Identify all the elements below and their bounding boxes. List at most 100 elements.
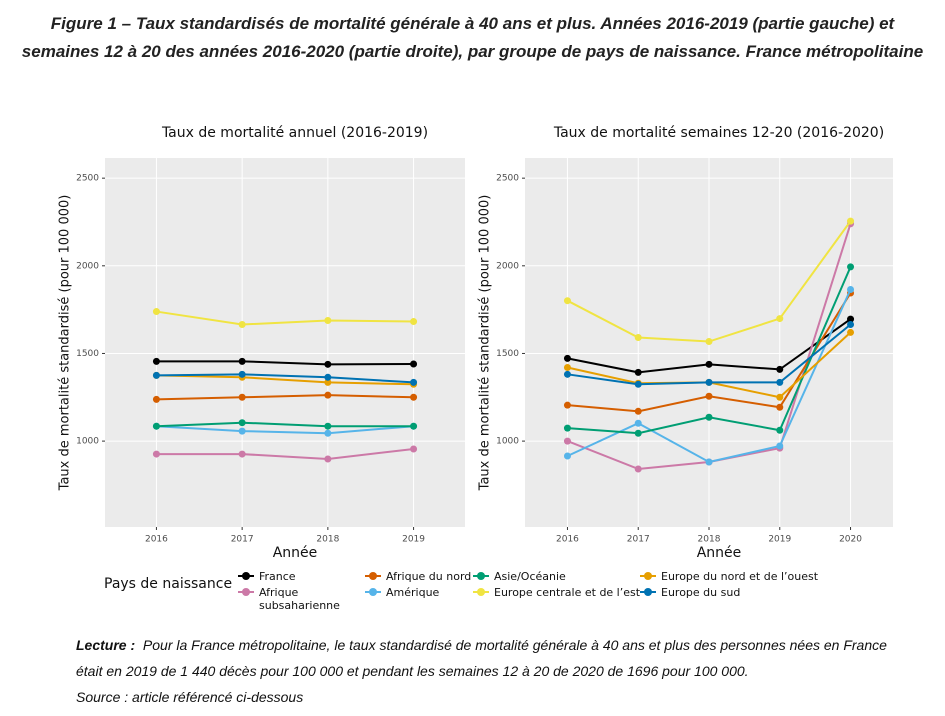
data-point [324,378,332,386]
x-axis-label: Année [697,545,742,561]
note-text: Pour la France métropolitaine, le taux s… [76,637,887,679]
legend-item: Europe du sud [640,586,740,599]
legend-label: Amérique [386,586,440,599]
note-label: Lecture : [76,637,136,653]
x-tick-label: 2017 [231,535,254,545]
y-tick-label: 2500 [496,174,519,184]
panel-title: Taux de mortalité annuel (2016-2019) [161,125,428,141]
data-point [847,328,855,336]
legend-label: Europe du sud [661,586,741,599]
legend-label: Europe centrale et de l’est [494,586,641,599]
legend-key [238,570,254,582]
data-point [152,357,160,365]
data-point [410,422,418,430]
data-point [238,321,246,329]
series-line: France [156,360,414,366]
y-tick-label: 1000 [76,437,99,447]
data-point [152,395,160,403]
x-tick-label: 2016 [556,535,579,545]
data-point [563,363,571,371]
data-point [324,391,332,399]
legend-item: Asie/Océanie [473,570,566,583]
data-point [705,378,713,386]
x-tick-label: 2019 [768,535,791,545]
data-point [410,360,418,368]
x-tick-label: 2018 [698,535,721,545]
data-point [776,378,784,386]
data-point [776,315,784,323]
data-point [563,401,571,409]
data-point [776,365,784,373]
legend-key [473,586,489,598]
series-line: Europe du sud [156,373,414,384]
y-tick-label: 1500 [76,349,99,359]
data-point [634,368,642,376]
series-line: Afrique du nord [156,394,414,401]
data-point [563,424,571,432]
y-tick-label: 2000 [496,261,519,271]
data-point [705,458,713,466]
legend-label: Afrique subsaharienne [259,586,340,612]
x-tick-label: 2018 [316,535,339,545]
data-point [238,419,246,427]
x-tick-label: 2016 [145,535,168,545]
data-point [705,338,713,346]
legend-item: Afrique du nord [365,570,471,583]
data-point [324,360,332,368]
data-point [634,407,642,415]
legend-item: France [238,570,296,583]
legend-label: France [259,570,296,583]
data-point [847,315,855,323]
data-point [152,308,160,316]
data-point [238,357,246,365]
note-source: Source : article référencé ci-dessous [76,689,304,705]
x-tick-label: 2019 [402,535,425,545]
data-point [847,217,855,225]
legend-key [640,570,656,582]
series-line: Afrique subsaharienne [156,447,414,460]
data-point [634,429,642,437]
data-point [634,334,642,342]
data-point [634,465,642,473]
data-point [324,317,332,325]
panel-title: Taux de mortalité semaines 12-20 (2016-2… [553,125,884,141]
legend-key [238,586,254,598]
data-point [238,427,246,435]
data-point [563,354,571,362]
data-point [324,455,332,463]
data-point [634,380,642,388]
data-point [238,450,246,458]
legend-item: Amérique [365,586,439,599]
data-point [776,442,784,450]
y-tick-label: 2000 [76,261,99,271]
data-point [152,371,160,379]
series-line: Amérique [156,425,414,435]
legend-title: Pays de naissance [104,576,233,592]
y-axis-label: Taux de mortalité standardisé (pour 100 … [478,195,493,492]
y-tick-label: 2500 [76,174,99,184]
legend-key [365,570,381,582]
x-axis-label: Année [273,545,318,561]
x-tick-label: 2020 [839,535,862,545]
data-point [410,393,418,401]
data-point [563,452,571,460]
data-point [563,297,571,305]
series-line: Asie/Océanie [156,421,414,428]
y-tick-label: 1000 [496,437,519,447]
series-line: Europe centrale et de l’est [156,310,414,326]
legend-item: Europe centrale et de l’est [473,586,640,599]
legend-label: Afrique du nord [386,570,472,583]
data-point [238,393,246,401]
y-axis-label: Taux de mortalité standardisé (pour 100 … [58,195,73,492]
legend-label: Asie/Océanie [494,570,566,583]
legend-item: Afrique subsaharienne [238,586,349,612]
data-point [847,321,855,329]
data-point [410,318,418,326]
note: Lecture : Pour la France métropolitaine,… [76,632,896,710]
legend-key [365,586,381,598]
legend-label: Europe du nord et de l’ouest [661,570,819,583]
data-point [776,426,784,434]
legend-item: Europe du nord et de l’ouest [640,570,818,583]
